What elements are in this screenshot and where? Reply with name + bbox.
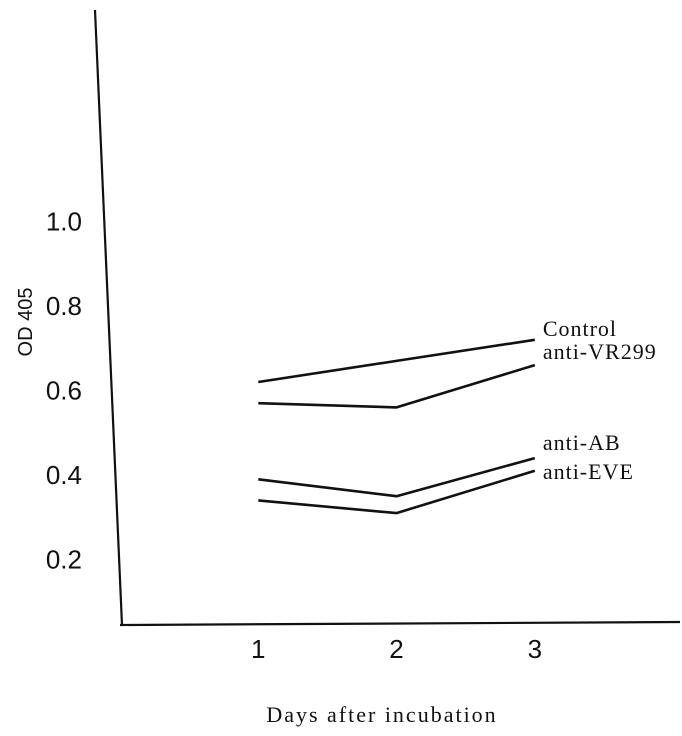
series-label: Control <box>543 316 617 341</box>
series-label: anti-EVE <box>543 459 634 484</box>
series-lines <box>258 338 536 515</box>
y-tick-label: 0.4 <box>46 460 82 490</box>
series-line-control <box>258 338 535 384</box>
y-tick-label: 1.0 <box>46 206 82 236</box>
y-tick-label: 0.6 <box>46 375 82 405</box>
x-tick-label: 2 <box>389 634 403 664</box>
x-axis-line <box>119 620 681 627</box>
y-tick-labels: 0.2 0.4 0.6 0.8 1.0 <box>46 206 82 574</box>
x-axis-title: Days after incubation <box>266 702 497 727</box>
y-tick-label: 0.8 <box>46 291 82 321</box>
series-line-anti-eve <box>258 469 536 515</box>
y-axis-title: OD 405 <box>15 288 37 357</box>
axes <box>93 9 681 627</box>
x-tick-label: 1 <box>251 634 265 664</box>
series-label: anti-AB <box>543 430 621 455</box>
series-label: anti-VR299 <box>543 339 657 364</box>
y-axis-line <box>93 9 124 626</box>
series-line-anti-vr299 <box>258 363 536 409</box>
y-tick-label: 0.2 <box>46 545 82 575</box>
series-line-anti-ab <box>258 456 536 498</box>
x-tick-label: 3 <box>528 634 542 664</box>
x-tick-labels: 1 2 3 <box>251 634 542 664</box>
